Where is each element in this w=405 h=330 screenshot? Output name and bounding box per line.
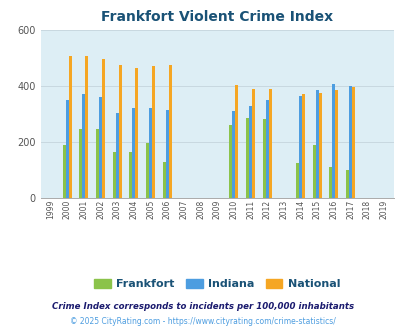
Bar (235, 85, 238, 198)
Bar (295, 163, 298, 198)
Bar (248, 106, 252, 198)
Text: Crime Index corresponds to incidents per 100,000 inhabitants: Crime Index corresponds to incidents per… (52, 302, 353, 312)
Title: Frankfort Violent Crime Index: Frankfort Violent Crime Index (101, 10, 333, 24)
Bar (298, 96, 301, 198)
Bar (315, 90, 318, 198)
Bar (102, 59, 105, 198)
Bar (345, 170, 348, 198)
Bar (96, 129, 99, 198)
Bar (85, 55, 88, 198)
Bar (118, 65, 122, 198)
Bar (265, 100, 268, 198)
Bar (129, 152, 132, 198)
Bar (318, 93, 321, 198)
Bar (68, 55, 72, 198)
Bar (229, 125, 232, 198)
Bar (99, 97, 102, 198)
Bar (301, 94, 304, 198)
Bar (149, 108, 152, 198)
Bar (79, 129, 82, 198)
Bar (66, 100, 68, 198)
Bar (135, 68, 138, 198)
Bar (252, 89, 254, 198)
Bar (328, 167, 332, 198)
Bar (162, 161, 165, 198)
Bar (335, 90, 337, 198)
Bar (262, 119, 265, 198)
Bar (146, 143, 149, 198)
Bar (245, 118, 248, 198)
Bar (115, 113, 118, 198)
Bar (113, 152, 115, 198)
Bar (348, 86, 351, 198)
Bar (268, 89, 271, 198)
Bar (168, 65, 171, 198)
Bar (332, 84, 335, 198)
Bar (63, 145, 66, 198)
Bar (351, 87, 354, 198)
Bar (165, 111, 168, 198)
Legend: Frankfort, Indiana, National: Frankfort, Indiana, National (90, 274, 344, 293)
Bar (232, 111, 235, 198)
Bar (312, 145, 315, 198)
Bar (132, 108, 135, 198)
Text: © 2025 CityRating.com - https://www.cityrating.com/crime-statistics/: © 2025 CityRating.com - https://www.city… (70, 317, 335, 326)
Bar (82, 94, 85, 198)
Bar (152, 66, 155, 198)
